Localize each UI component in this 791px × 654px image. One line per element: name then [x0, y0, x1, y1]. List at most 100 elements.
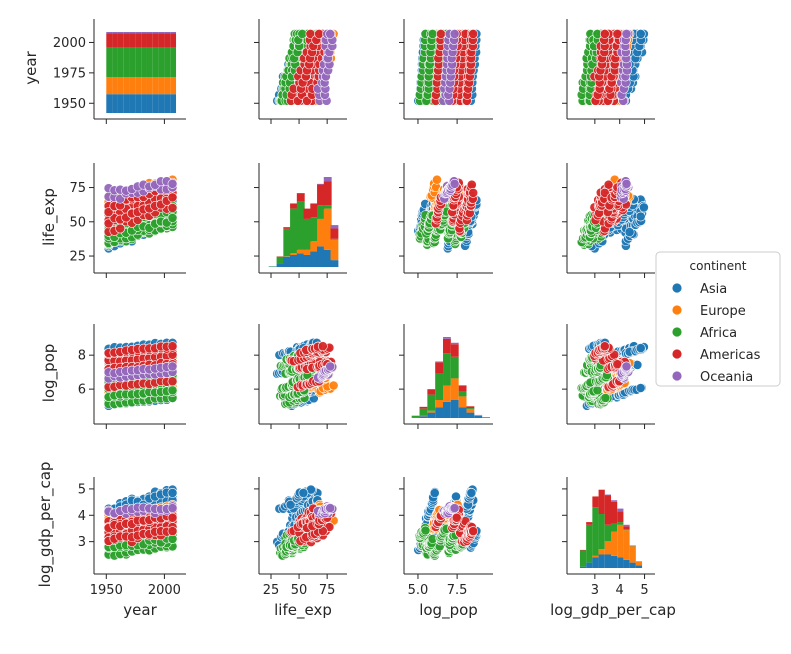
- scatter-point: [599, 341, 610, 352]
- hist-bar: [317, 218, 325, 247]
- hist-bar: [443, 353, 451, 386]
- hist-bar: [466, 412, 475, 418]
- hist-bar: [123, 47, 130, 78]
- hist-bar: [152, 32, 159, 34]
- hist-bar: [123, 33, 130, 48]
- hist-bar: [450, 344, 459, 357]
- panel-life_exp-vs-life_exp: [258, 163, 347, 274]
- panel-year-vs-life_exp: [258, 19, 347, 120]
- hist-bar: [112, 32, 118, 34]
- scatter-point: [317, 341, 328, 352]
- hist-bar: [330, 260, 339, 267]
- hist-bar: [296, 193, 305, 202]
- hist-bar: [170, 32, 177, 34]
- hist-bar: [164, 33, 171, 48]
- scatter-point: [432, 174, 442, 185]
- hist-bar: [158, 47, 165, 78]
- scatter-point: [468, 187, 479, 198]
- hist-bar: [296, 201, 305, 250]
- scatter-point: [325, 361, 336, 372]
- scatter-point: [427, 29, 438, 39]
- hist-bar: [123, 32, 130, 34]
- panel-year-vs-year: [93, 19, 186, 120]
- hist-bar: [466, 406, 475, 409]
- hist-bar: [117, 33, 124, 48]
- panel-life_exp-vs-log_pop: [403, 163, 493, 274]
- scatter-point: [621, 361, 632, 372]
- hist-bar: [135, 77, 142, 95]
- hist-bar: [427, 389, 436, 395]
- hist-bar: [323, 249, 332, 267]
- hist-bar: [106, 32, 113, 34]
- hist-bar: [106, 47, 113, 78]
- hist-bar: [482, 417, 490, 418]
- scatter-point: [621, 178, 632, 189]
- hist-bar: [152, 47, 159, 78]
- hist-bar: [117, 32, 124, 34]
- hist-bar: [427, 410, 436, 413]
- hist-bar: [135, 94, 142, 113]
- hist-bar: [419, 406, 428, 409]
- hist-bar: [146, 77, 153, 95]
- hist-bar: [146, 32, 153, 34]
- panel-log_pop-vs-log_gdp_per_cap: [566, 324, 655, 425]
- hist-bar: [427, 394, 436, 411]
- hist-bar: [296, 253, 305, 267]
- hist-bar: [303, 218, 312, 250]
- hist-bar: [443, 338, 451, 354]
- hist-bar: [129, 32, 136, 34]
- scatter-point: [325, 29, 336, 39]
- hist-bar: [135, 33, 142, 48]
- scatter-point: [639, 202, 649, 213]
- hist-bar: [323, 208, 332, 250]
- hist-bar: [152, 33, 159, 48]
- hist-bar: [129, 94, 136, 113]
- hist-bar: [443, 401, 451, 418]
- hist-bar: [419, 416, 428, 418]
- hist-bar: [330, 225, 339, 229]
- hist-bar: [317, 183, 325, 185]
- hist-bar: [330, 228, 339, 239]
- hist-bar: [141, 94, 147, 113]
- scatter-point: [167, 487, 178, 498]
- hist-bar: [443, 337, 451, 339]
- hist-bar: [435, 361, 444, 363]
- hist-bar: [303, 254, 312, 267]
- hist-bar: [106, 33, 113, 48]
- scatter-point: [167, 192, 178, 203]
- hist-bar: [443, 385, 451, 402]
- hist-bar: [146, 33, 153, 48]
- hist-bar: [141, 47, 147, 78]
- hist-bar: [450, 342, 459, 345]
- hist-bar: [117, 77, 124, 95]
- hist-bar: [435, 373, 444, 400]
- hist-bar: [117, 94, 124, 113]
- scatter-point: [603, 179, 614, 190]
- hist-bar: [129, 47, 136, 78]
- hist-bar: [112, 33, 118, 48]
- hist-bar: [112, 94, 118, 113]
- hist-bar: [450, 356, 459, 379]
- hist-bar: [290, 253, 298, 255]
- hist-bar: [129, 33, 136, 48]
- hist-bar: [296, 249, 305, 254]
- scatter-point: [167, 361, 178, 372]
- hist-bar: [164, 77, 171, 95]
- hist-bar: [290, 254, 298, 267]
- scatter-point: [621, 29, 632, 39]
- hist-bar: [141, 33, 147, 48]
- hist-bar: [290, 203, 298, 209]
- hist-bar: [411, 415, 420, 418]
- hist-bar: [141, 77, 147, 95]
- scatter-point: [635, 343, 646, 353]
- scatter-point: [167, 212, 178, 223]
- hist-bar: [146, 47, 153, 78]
- hist-bar: [158, 32, 165, 34]
- scatter-point: [466, 179, 477, 190]
- hist-bar: [323, 177, 332, 182]
- hist-bar: [466, 408, 475, 409]
- hist-bar: [112, 47, 118, 78]
- scatter-point: [167, 385, 178, 396]
- hist-bar: [290, 208, 298, 254]
